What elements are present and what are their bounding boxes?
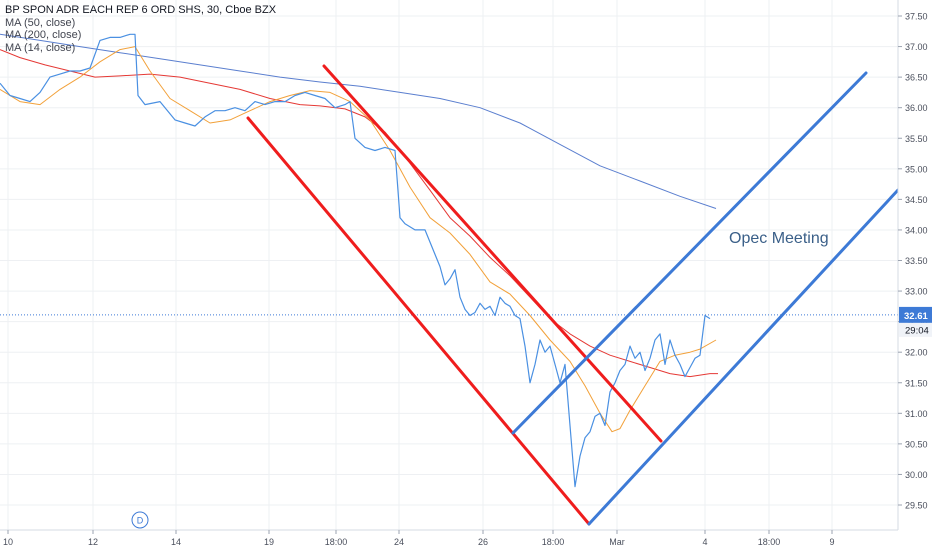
opec-annotation[interactable]: Opec Meeting xyxy=(729,230,829,247)
time-tick-label: 18:00 xyxy=(542,537,565,547)
red-channel-upper-line[interactable] xyxy=(322,64,663,443)
time-tick-label: 18:00 xyxy=(758,537,781,547)
grid xyxy=(0,0,898,530)
time-axis-bg xyxy=(0,530,898,550)
price-tick-label: 33.00 xyxy=(905,287,928,297)
time-tick-label: 10 xyxy=(3,537,13,547)
current-price-label: 32.61 xyxy=(904,311,928,322)
price-tick-label: 37.50 xyxy=(905,12,928,22)
price-tick-label: 34.50 xyxy=(905,195,928,205)
dividend-marker-label: D xyxy=(137,516,144,526)
time-tick-label: 19 xyxy=(264,537,274,547)
price-tick-label: 29.50 xyxy=(905,501,928,511)
price-tick-label: 31.50 xyxy=(905,378,928,388)
price-tick-label: 36.50 xyxy=(905,73,928,83)
price-axis-bg xyxy=(898,0,932,550)
countdown-badge xyxy=(899,322,932,337)
legend-ma200[interactable]: MA (200, close) xyxy=(5,29,82,41)
legend-ma14[interactable]: MA (14, close) xyxy=(5,41,76,54)
time-tick-label: 18:00 xyxy=(325,537,348,547)
current-price-badge xyxy=(899,306,932,323)
time-tick-label: 14 xyxy=(171,537,181,547)
ma50-line xyxy=(0,49,718,378)
red-channel-lower-line[interactable] xyxy=(246,116,591,526)
price-tick-label: 30.50 xyxy=(905,439,928,449)
ma14-line xyxy=(0,46,717,433)
blue-channel-upper-line[interactable] xyxy=(511,71,868,435)
price-tick-label: 35.00 xyxy=(905,164,928,174)
chart-legend: BP SPON ADR EACH REP 6 ORD SHS, 30, Cboe… xyxy=(5,4,276,54)
time-tick-label: 26 xyxy=(478,537,488,547)
price-tick-label: 37.00 xyxy=(905,42,928,52)
price-tick-label: 32.00 xyxy=(905,348,928,358)
price-tick-label: 33.50 xyxy=(905,256,928,266)
price-line xyxy=(0,33,711,488)
drawings[interactable]: Opec Meeting xyxy=(246,64,900,526)
price-tick-label: 35.50 xyxy=(905,134,928,144)
time-tick-label: 12 xyxy=(88,537,98,547)
countdown-label: 29:04 xyxy=(905,325,929,336)
time-tick-label: 4 xyxy=(702,537,707,547)
price-tick-label: 34.00 xyxy=(905,225,928,235)
legend-ma50[interactable]: MA (50, close) xyxy=(5,16,76,29)
ma200-line xyxy=(0,33,717,209)
time-tick-label: 24 xyxy=(394,537,404,547)
blue-channel-lower-line[interactable] xyxy=(587,188,900,526)
price-tick-label: 36.00 xyxy=(905,103,928,113)
dividend-marker xyxy=(131,511,149,529)
symbol-title[interactable]: BP SPON ADR EACH REP 6 ORD SHS, 30, Cboe… xyxy=(5,4,277,16)
time-tick-label: Mar xyxy=(609,537,625,547)
time-tick-label: 9 xyxy=(829,537,834,547)
price-tick-label: 31.00 xyxy=(905,409,928,419)
price-tick-label: 30.00 xyxy=(905,470,928,480)
